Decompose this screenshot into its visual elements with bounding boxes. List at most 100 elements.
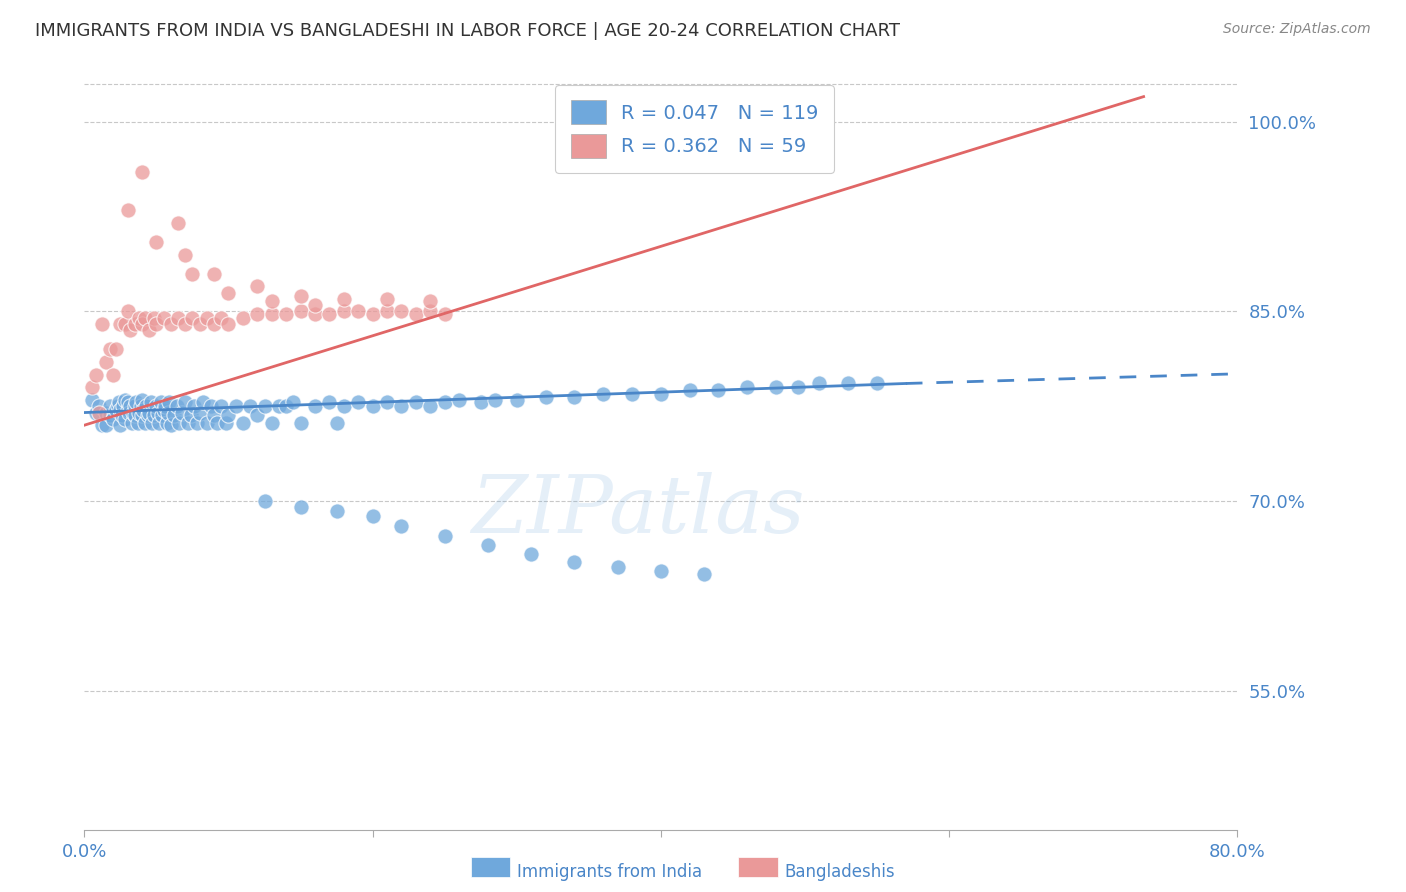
Point [80, 392, 103, 407]
Point [246, 408, 269, 422]
Point [347, 395, 370, 409]
Legend: R = 0.047   N = 119, R = 0.362   N = 59: R = 0.047 N = 119, R = 0.362 N = 59 [555, 85, 834, 173]
Point [520, 547, 543, 561]
Point [534, 391, 557, 405]
Point [118, 405, 141, 419]
Point [267, 399, 290, 413]
Point [283, 395, 305, 409]
Point [114, 317, 136, 331]
Point [117, 395, 139, 409]
Point [87, 405, 110, 419]
Text: Bangladeshis: Bangladeshis [785, 863, 896, 881]
Point [150, 408, 173, 422]
Point [121, 416, 143, 430]
Point [405, 395, 427, 409]
Point [290, 304, 312, 318]
Point [131, 392, 153, 407]
Point [707, 383, 730, 397]
Point [163, 408, 186, 422]
Point [94, 405, 117, 419]
Point [167, 310, 190, 325]
Point [80, 380, 103, 394]
Point [135, 399, 157, 413]
Point [218, 317, 240, 331]
Point [167, 216, 190, 230]
Point [419, 399, 441, 413]
Point [166, 399, 188, 413]
Point [333, 304, 356, 318]
Point [94, 355, 117, 369]
Point [94, 418, 117, 433]
Point [318, 395, 340, 409]
Point [152, 310, 174, 325]
Point [375, 304, 398, 318]
Point [260, 294, 283, 309]
Point [125, 395, 148, 409]
Point [138, 405, 160, 419]
Point [449, 392, 471, 407]
Point [160, 317, 183, 331]
Point [304, 307, 326, 321]
Point [290, 289, 312, 303]
Point [253, 494, 276, 508]
Point [650, 386, 672, 401]
Point [134, 310, 156, 325]
Point [131, 408, 153, 422]
Point [131, 317, 153, 331]
Point [202, 317, 225, 331]
Point [239, 399, 262, 413]
Point [186, 416, 208, 430]
Point [117, 203, 139, 218]
Point [232, 416, 254, 430]
Point [160, 418, 183, 433]
Point [131, 165, 153, 179]
Point [737, 380, 759, 394]
Point [361, 509, 384, 524]
Point [276, 399, 298, 413]
Point [157, 395, 180, 409]
Point [391, 399, 413, 413]
Point [188, 317, 211, 331]
Point [114, 412, 136, 426]
Point [391, 519, 413, 533]
Point [145, 317, 167, 331]
Point [375, 292, 398, 306]
Point [117, 403, 139, 417]
Point [174, 395, 197, 409]
Point [564, 391, 586, 405]
Point [564, 555, 586, 569]
Point [155, 416, 177, 430]
Point [205, 416, 228, 430]
Point [117, 304, 139, 318]
Point [679, 383, 702, 397]
Point [246, 307, 269, 321]
Point [304, 298, 326, 312]
Point [347, 304, 370, 318]
Point [325, 416, 347, 430]
Point [592, 386, 614, 401]
Point [260, 416, 283, 430]
Point [202, 408, 225, 422]
Point [128, 310, 150, 325]
Point [650, 564, 672, 578]
Point [98, 408, 121, 422]
Point [110, 418, 132, 433]
Point [246, 279, 269, 293]
Point [214, 416, 236, 430]
Point [361, 307, 384, 321]
Point [128, 405, 150, 419]
Point [318, 307, 340, 321]
Point [837, 376, 859, 391]
Point [333, 292, 356, 306]
Point [110, 403, 132, 417]
Point [142, 408, 165, 422]
Point [477, 538, 499, 552]
Point [84, 368, 107, 382]
Text: Immigrants from India: Immigrants from India [517, 863, 703, 881]
Point [183, 399, 205, 413]
Point [145, 399, 167, 413]
Point [149, 395, 172, 409]
Text: IMMIGRANTS FROM INDIA VS BANGLADESHI IN LABOR FORCE | AGE 20-24 CORRELATION CHAR: IMMIGRANTS FROM INDIA VS BANGLADESHI IN … [35, 22, 900, 40]
Point [134, 416, 156, 430]
Point [202, 267, 225, 281]
